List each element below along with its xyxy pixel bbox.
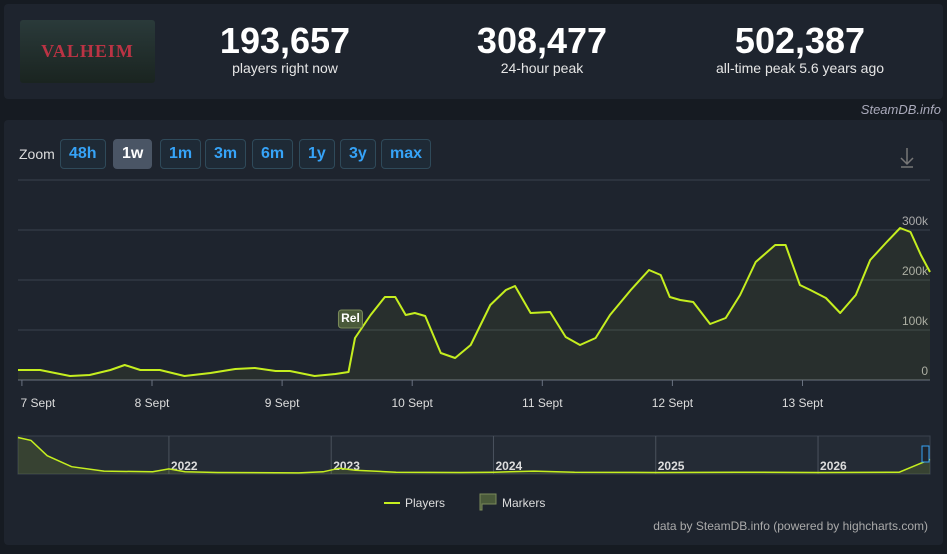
- x-tick-label: 12 Sept: [652, 396, 694, 410]
- x-tick-label: 13 Sept: [782, 396, 824, 410]
- stat-label: 24-hour peak: [500, 60, 584, 76]
- download-icon[interactable]: [900, 148, 914, 168]
- x-tick-label: 9 Sept: [265, 396, 300, 410]
- y-tick-label: 100k: [902, 314, 929, 328]
- zoom-button[interactable]: 48h: [60, 139, 106, 169]
- watermark: SteamDB.info: [860, 102, 941, 117]
- stat-value: 502,387: [734, 20, 866, 61]
- x-tick-label: 10 Sept: [392, 396, 434, 410]
- zoom-button[interactable]: 1w: [113, 139, 153, 169]
- area: [18, 228, 930, 380]
- marker-label: Rel: [341, 311, 360, 325]
- navigator-bg: [17, 435, 931, 475]
- zoom-button[interactable]: 3m: [205, 139, 247, 169]
- navigator-handle: [921, 445, 930, 463]
- y-tick-label: 300k: [902, 214, 929, 228]
- zoom-button[interactable]: 1y: [299, 139, 335, 169]
- x-tick-label: 11 Sept: [522, 396, 563, 410]
- legend-label: Players: [405, 496, 445, 510]
- zoom-button[interactable]: 3y: [340, 139, 376, 169]
- zoom-button[interactable]: 6m: [252, 139, 294, 169]
- x-tick-label: 8 Sept: [135, 396, 170, 410]
- credit: data by SteamDB.info (powered by highcha…: [653, 519, 928, 533]
- navigator-label: 2024: [495, 459, 522, 473]
- game-logo[interactable]: VALHEIM: [20, 20, 155, 83]
- x-tick-label: 7 Sept: [21, 396, 56, 410]
- navigator-label: 2026: [820, 459, 847, 473]
- stat-label: players right now: [232, 60, 338, 76]
- stat: 193,657 players right now: [175, 20, 395, 77]
- navigator-label: 2025: [658, 459, 685, 473]
- line: [18, 227, 931, 377]
- stat-value: 193,657: [219, 20, 351, 61]
- y-tick-label: 0: [921, 364, 928, 378]
- y-tick-label: 200k: [902, 264, 929, 278]
- legend-flag: [479, 493, 497, 511]
- stat: 308,477 24-hour peak: [432, 20, 652, 77]
- marker-flag: [337, 309, 363, 329]
- zoom-label: Zoom: [19, 146, 55, 162]
- navigator-line: [17, 436, 931, 474]
- stat-label: all-time peak 5.6 years ago: [715, 60, 885, 76]
- navigator-label: 2022: [171, 459, 198, 473]
- zoom-button[interactable]: 1m: [160, 139, 202, 169]
- stat: 502,387 all-time peak 5.6 years ago: [690, 20, 910, 77]
- header-panel: [4, 4, 943, 99]
- legend-label: Markers: [502, 496, 545, 510]
- stat-value: 308,477: [476, 20, 608, 61]
- zoom-button[interactable]: max: [381, 139, 432, 169]
